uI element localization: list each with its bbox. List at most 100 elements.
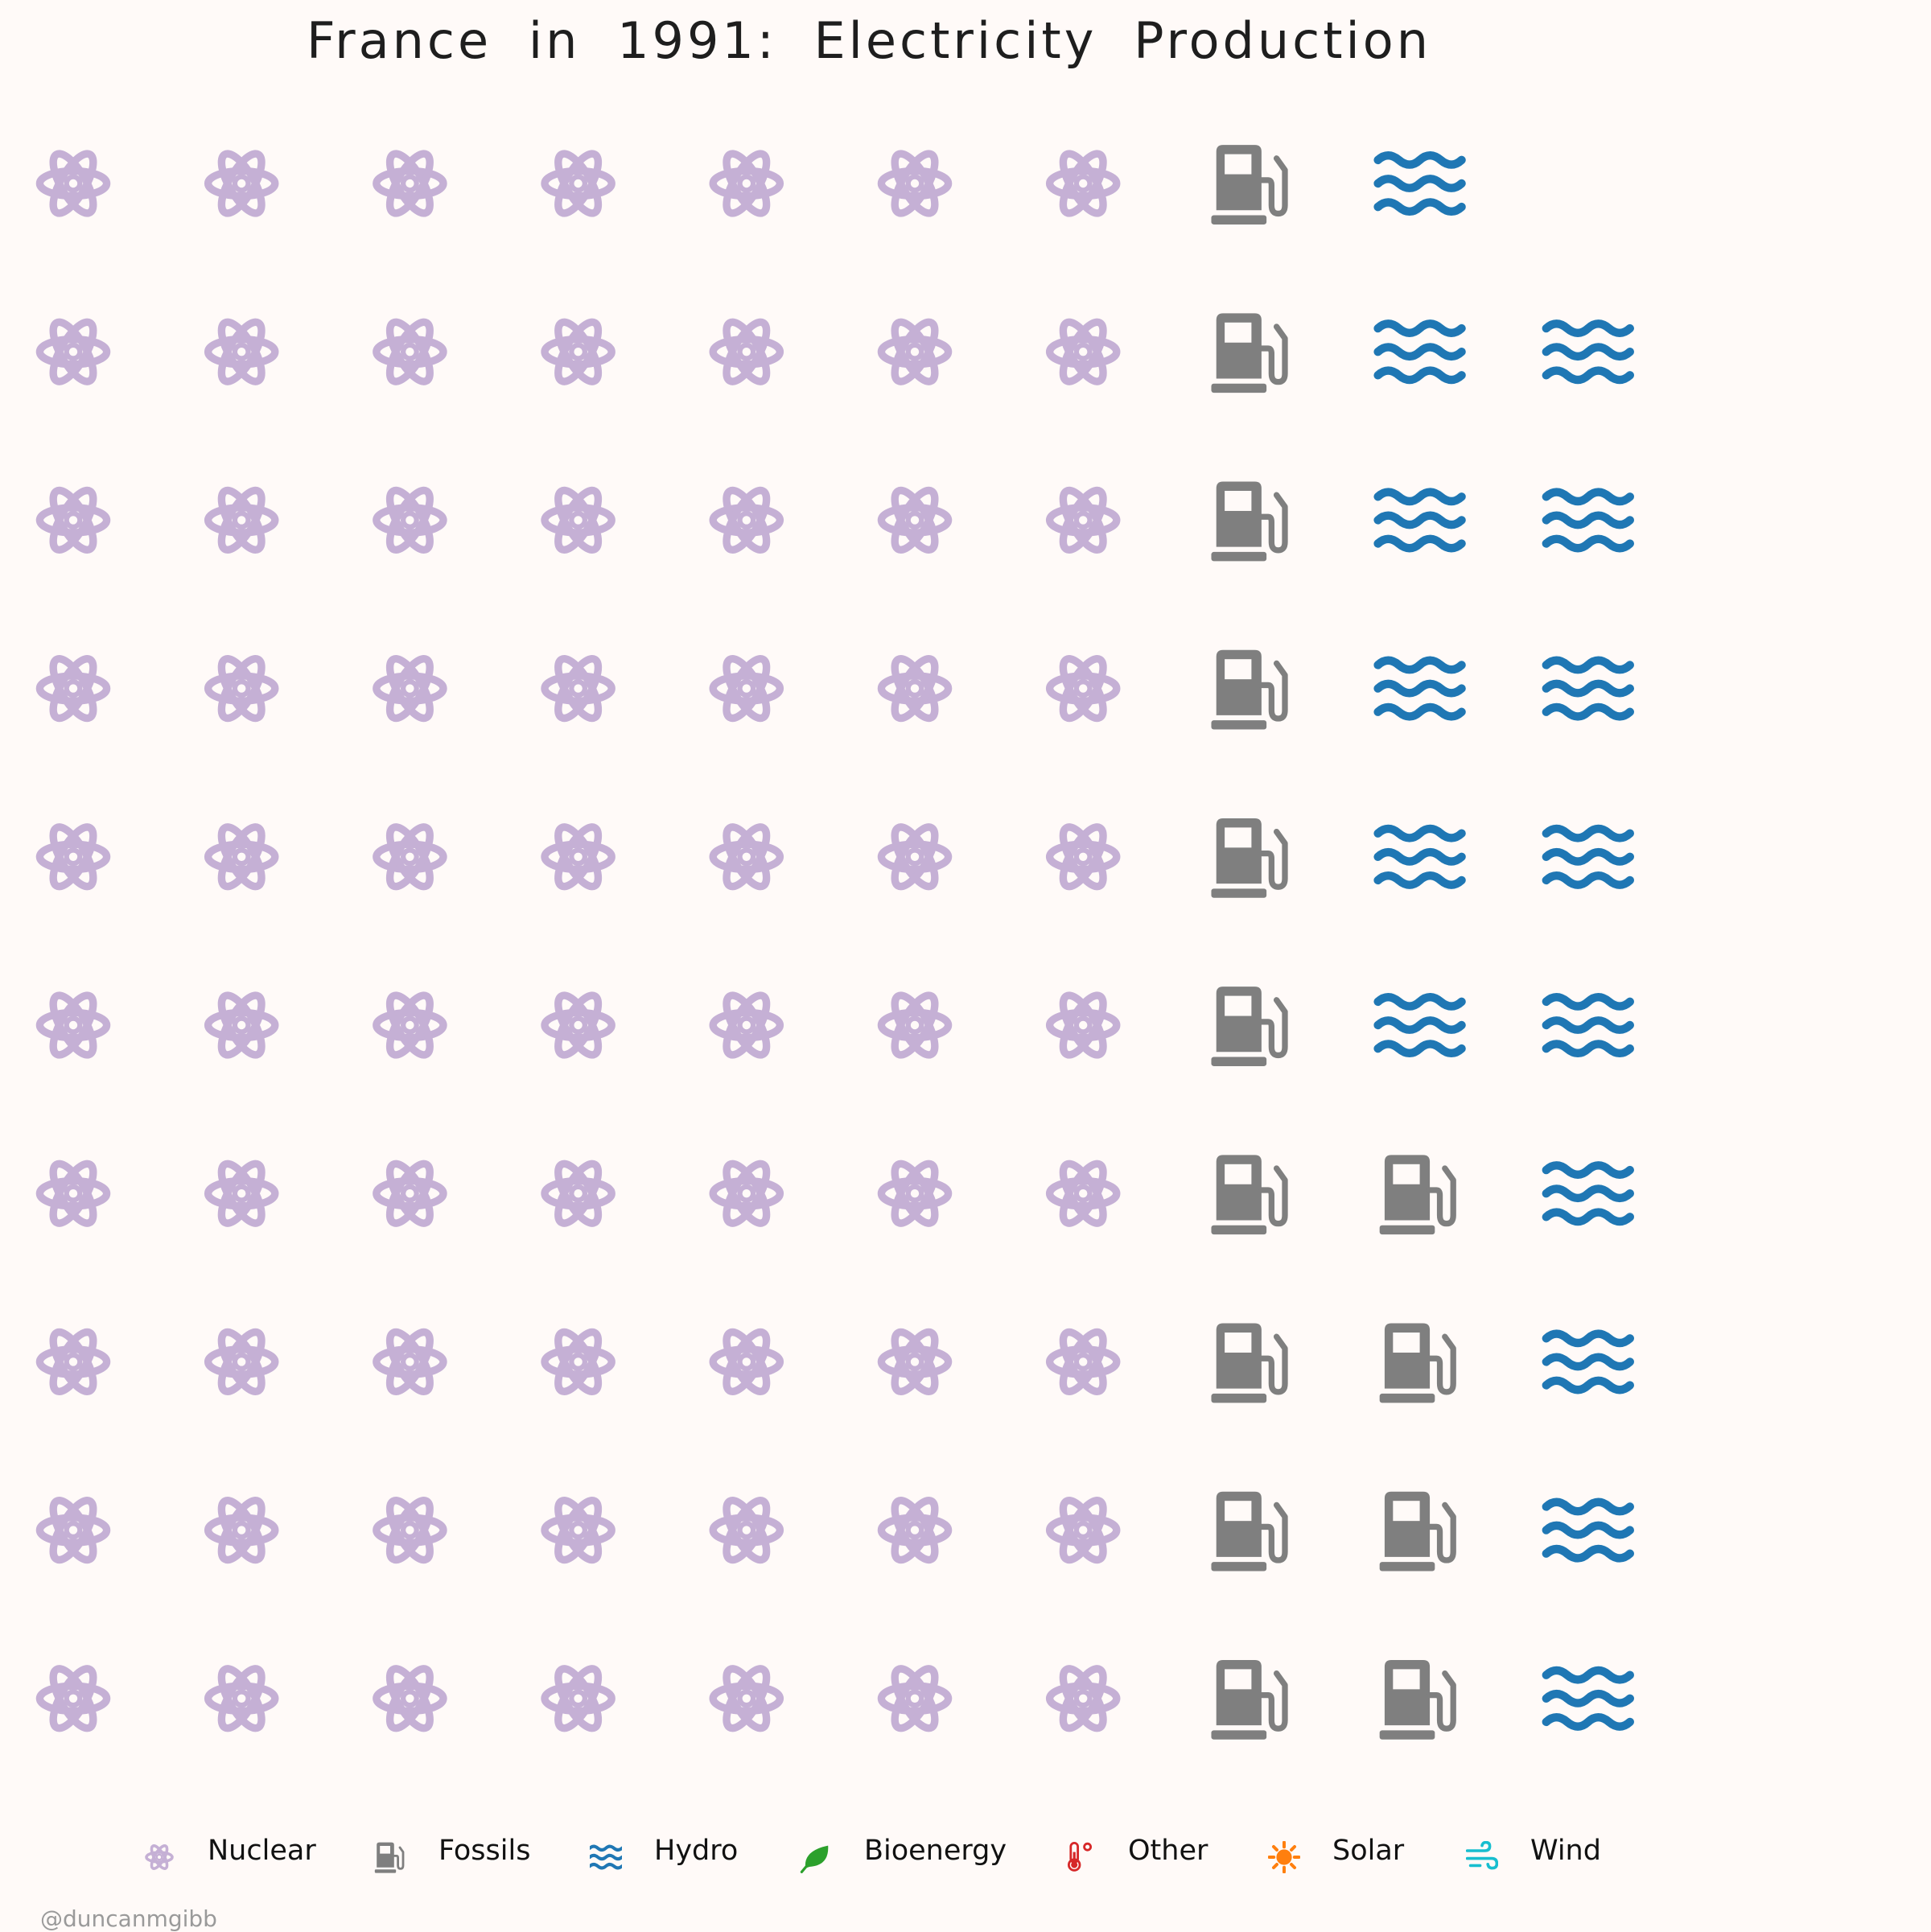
waffle-cell-hydro	[1542, 992, 1635, 1058]
waffle-cell-nuclear	[373, 1160, 447, 1227]
atom-icon	[145, 1844, 174, 1870]
waffle-cell-nuclear	[204, 1665, 279, 1732]
waffle-cell-hydro	[1542, 488, 1635, 553]
waffle-cell-nuclear	[709, 655, 784, 723]
waffle-cell-nuclear	[35, 823, 111, 891]
waffle-cell-nuclear	[541, 823, 616, 891]
waffle-cell-nuclear	[709, 1328, 784, 1395]
waffle-cell-nuclear	[541, 1665, 616, 1732]
waffle-cell-nuclear	[373, 1665, 447, 1732]
waffle-cell-nuclear	[1045, 991, 1121, 1059]
waffle-cell-nuclear	[541, 1160, 616, 1227]
waffle-cell-hydro	[1373, 488, 1466, 553]
waffle-cell-nuclear	[373, 655, 447, 723]
waffle-cell-nuclear	[204, 150, 279, 217]
waffle-grid	[35, 145, 1635, 1740]
waffle-cell-nuclear	[541, 655, 616, 723]
waffle-cell-hydro	[1542, 1666, 1635, 1731]
waffle-cell-nuclear	[709, 1665, 784, 1732]
waffle-cell-nuclear	[877, 1497, 953, 1564]
waffle-cell-fossils	[1379, 1659, 1456, 1740]
waffle-cell-nuclear	[373, 991, 447, 1059]
waffle-cell-nuclear	[877, 318, 953, 385]
waffle-cell-fossils	[1379, 1155, 1456, 1235]
waffle-cell-nuclear	[1045, 318, 1121, 385]
waffle-cell-nuclear	[877, 1665, 953, 1732]
waffle-cell-fossils	[1211, 1155, 1288, 1235]
waffle-cell-nuclear	[877, 823, 953, 891]
waffle-cell-nuclear	[204, 1160, 279, 1227]
waffle-cell-fossils	[1211, 313, 1288, 393]
waffle-cell-hydro	[1542, 1161, 1635, 1226]
waffle-cell-nuclear	[877, 150, 953, 217]
waffle-cell-fossils	[1211, 987, 1288, 1066]
waffle-cell-nuclear	[709, 823, 784, 891]
waffle-cell-nuclear	[877, 486, 953, 554]
waffle-cell-fossils	[1211, 1659, 1288, 1740]
waffle-cell-nuclear	[35, 655, 111, 723]
waffle-cell-nuclear	[204, 823, 279, 891]
sun-icon	[1268, 1841, 1300, 1873]
waffle-cell-nuclear	[709, 1160, 784, 1227]
legend-label: Solar	[1332, 1835, 1405, 1867]
legend-label: Nuclear	[208, 1835, 316, 1867]
waffle-cell-fossils	[1211, 1323, 1288, 1403]
legend: Nuclear Fossils Hydro Bioenergy Other Sola…	[0, 1819, 1931, 1891]
waffle-cell-hydro	[1542, 656, 1635, 721]
waffle-cell-nuclear	[35, 1665, 111, 1732]
waffle-cell-nuclear	[373, 150, 447, 217]
waffle-cell-nuclear	[204, 655, 279, 723]
waffle-cell-nuclear	[1045, 150, 1121, 217]
waffle-cell-nuclear	[877, 991, 953, 1059]
waffle-cell-nuclear	[35, 318, 111, 385]
gas-pump-icon	[374, 1842, 405, 1873]
waffle-cell-nuclear	[204, 318, 279, 385]
waffle-cell-nuclear	[1045, 1497, 1121, 1564]
waffle-cell-nuclear	[877, 655, 953, 723]
waffle-cell-fossils	[1379, 1323, 1456, 1403]
waffle-cell-nuclear	[1045, 1665, 1121, 1732]
waffle-cell-nuclear	[373, 1497, 447, 1564]
waffle-cell-nuclear	[35, 150, 111, 217]
legend-label: Fossils	[438, 1835, 531, 1867]
waffle-cell-fossils	[1379, 1491, 1456, 1572]
waffle-cell-fossils	[1211, 145, 1288, 225]
waffle-cell-nuclear	[1045, 655, 1121, 723]
legend-label: Wind	[1530, 1835, 1601, 1867]
waffle-cell-nuclear	[35, 1328, 111, 1395]
waffle-cell-nuclear	[204, 486, 279, 554]
waffle-cell-nuclear	[1045, 1160, 1121, 1227]
waffle-cell-nuclear	[877, 1160, 953, 1227]
waffle-cell-nuclear	[709, 318, 784, 385]
wind-icon	[1466, 1841, 1498, 1870]
waffle-cell-fossils	[1211, 1491, 1288, 1572]
waffle-cell-nuclear	[35, 991, 111, 1059]
waffle-cell-hydro	[1373, 150, 1466, 216]
waffle-cell-fossils	[1211, 649, 1288, 730]
waffle-cell-nuclear	[373, 486, 447, 554]
waffle-cell-nuclear	[541, 150, 616, 217]
waffle-cell-nuclear	[373, 1328, 447, 1395]
waffle-cell-hydro	[1373, 319, 1466, 385]
waffle-cell-nuclear	[541, 318, 616, 385]
thermometer-icon	[1068, 1842, 1092, 1872]
water-icon	[590, 1844, 622, 1870]
waffle-cell-hydro	[1373, 992, 1466, 1058]
waffle-cell-nuclear	[877, 1328, 953, 1395]
waffle-cell-nuclear	[204, 1497, 279, 1564]
chart-title: France in 1991: Electricity Production	[306, 11, 1432, 70]
waffle-cell-hydro	[1373, 824, 1466, 889]
waffle-cell-nuclear	[541, 991, 616, 1059]
legend-label: Other	[1128, 1835, 1208, 1867]
waffle-cell-nuclear	[35, 1160, 111, 1227]
waffle-cell-nuclear	[373, 318, 447, 385]
waffle-cell-nuclear	[1045, 1328, 1121, 1395]
leaf-icon	[800, 1845, 829, 1873]
waffle-cell-nuclear	[709, 1497, 784, 1564]
waffle-cell-nuclear	[204, 1328, 279, 1395]
legend-label: Bioenergy	[864, 1835, 1007, 1867]
waffle-cell-nuclear	[35, 486, 111, 554]
waffle-cell-fossils	[1211, 818, 1288, 898]
waffle-cell-nuclear	[541, 1328, 616, 1395]
waffle-cell-nuclear	[541, 1497, 616, 1564]
